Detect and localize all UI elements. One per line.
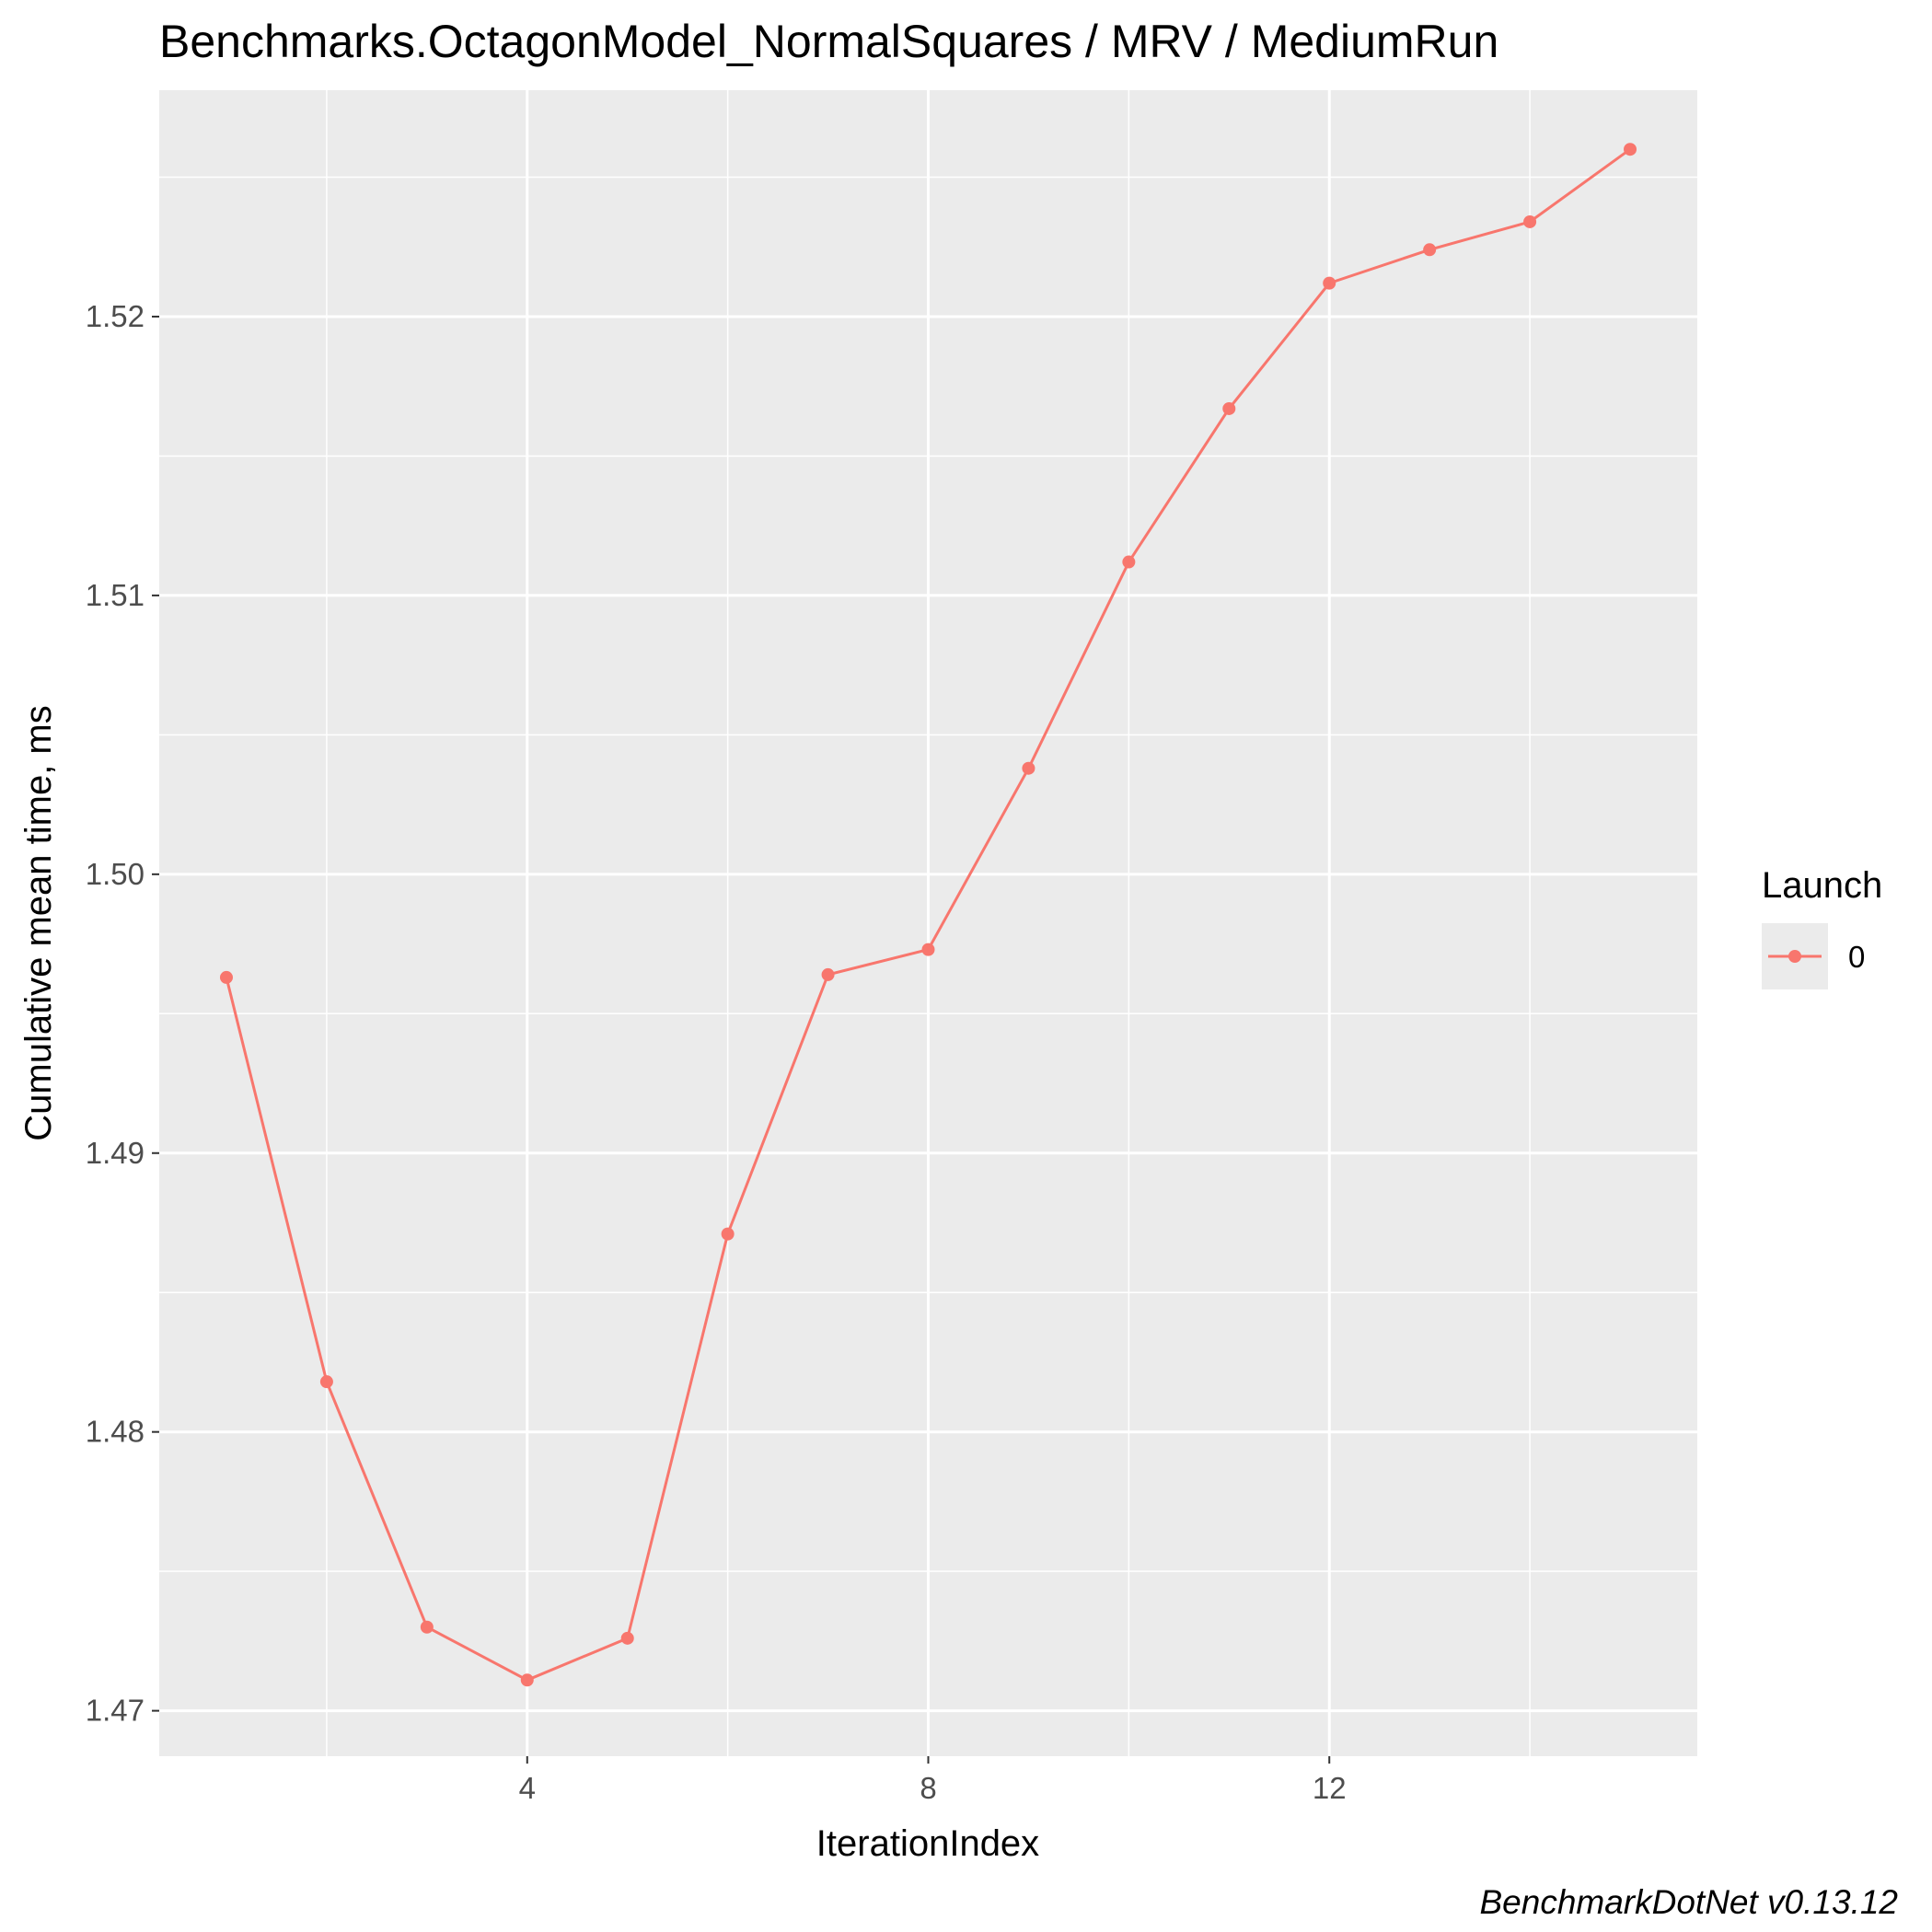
data-point xyxy=(921,943,935,956)
data-point xyxy=(1323,276,1336,290)
legend-label: 0 xyxy=(1848,940,1865,974)
data-point xyxy=(1624,143,1637,156)
legend-key-point xyxy=(1788,950,1801,963)
x-axis-ticks: 4 8 12 xyxy=(519,1756,1347,1805)
data-point xyxy=(1523,214,1537,228)
data-point xyxy=(319,1375,333,1389)
data-point xyxy=(1122,555,1136,569)
caption: BenchmarkDotNet v0.13.12 xyxy=(1479,1883,1898,1921)
grid-major xyxy=(159,90,1697,1756)
legend: Launch 0 xyxy=(1762,865,1882,989)
data-point xyxy=(620,1631,634,1645)
data-point xyxy=(721,1227,735,1241)
x-tick-label: 12 xyxy=(1313,1771,1347,1805)
y-tick-label: 1.52 xyxy=(86,299,145,333)
data-point xyxy=(1222,401,1236,415)
y-tick-label: 1.49 xyxy=(86,1136,145,1170)
series-layer xyxy=(219,143,1637,1687)
data-point xyxy=(520,1673,534,1687)
x-tick-label: 8 xyxy=(920,1771,936,1805)
x-tick-label: 4 xyxy=(519,1771,536,1805)
y-axis-title: Cumulative mean time, ms xyxy=(18,705,59,1140)
data-point xyxy=(420,1620,434,1634)
legend-title: Launch xyxy=(1762,865,1882,906)
y-tick-label: 1.47 xyxy=(86,1694,145,1728)
x-axis-title: IterationIndex xyxy=(816,1823,1039,1864)
data-point xyxy=(1022,761,1035,775)
data-point xyxy=(219,970,233,984)
y-tick-label: 1.48 xyxy=(86,1415,145,1449)
data-point xyxy=(1423,243,1437,257)
y-tick-label: 1.50 xyxy=(86,857,145,891)
y-axis-ticks: 1.47 1.48 1.49 1.50 1.51 1.52 xyxy=(86,299,159,1728)
chart-title: Benchmarks.OctagonModel_NormalSquares / … xyxy=(159,16,1498,67)
data-point xyxy=(821,967,835,981)
y-tick-label: 1.51 xyxy=(86,578,145,612)
